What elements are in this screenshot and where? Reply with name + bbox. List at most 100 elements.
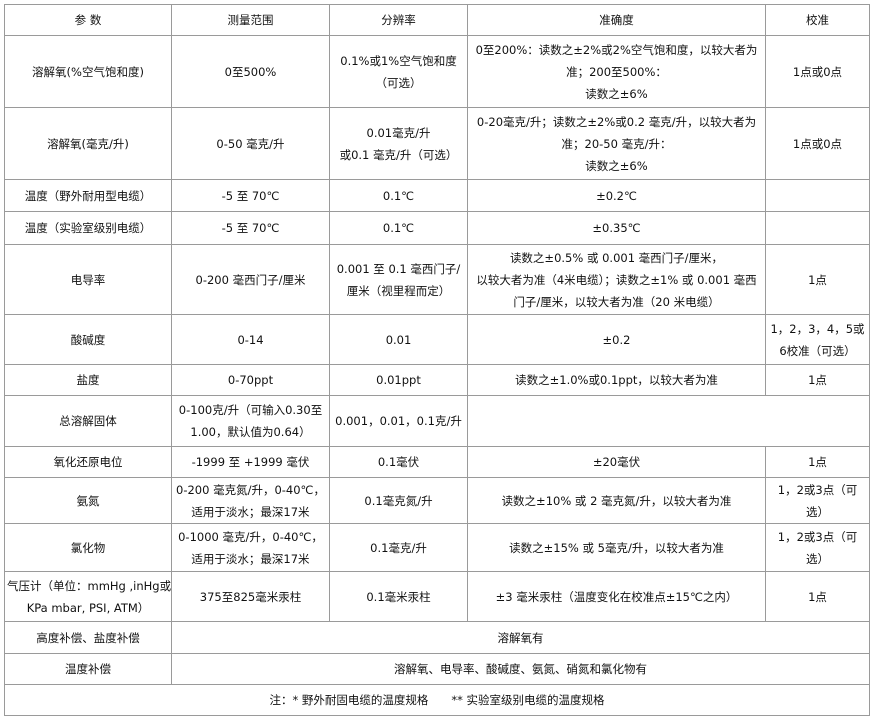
column-header: 校准 bbox=[765, 4, 870, 36]
cell-text-line: 温度（实验室级别电缆） bbox=[24, 221, 152, 235]
table-cell: 0.1毫米汞柱 bbox=[329, 571, 468, 622]
table-row: 氧化还原电位 -1999 至 +1999 毫伏 0.1毫伏 ±20毫伏 1点 bbox=[4, 446, 870, 478]
cell-text-line: 1点 bbox=[808, 455, 827, 469]
table-cell: 总溶解固体 bbox=[4, 395, 172, 447]
table-cell: 0-200 毫西门子/厘米 bbox=[171, 244, 330, 315]
table-cell: 0至200%：读数之±2%或2%空气饱和度，以较大者为 准；200至500%： 读数… bbox=[467, 35, 766, 108]
cell-text-line: 读数之±0.5% 或 0.001 毫西门子/厘米， bbox=[509, 250, 724, 265]
cell-text-line: 0.001，0.01，0.1克/升 bbox=[335, 414, 462, 428]
table-cell: 1，2或3点（可 选） bbox=[765, 477, 870, 524]
table-row: 气压计（单位：mmHg ,inHg或 KPa mbar, PSI, ATM） 375… bbox=[4, 571, 870, 622]
cell-text-line: 盐度 bbox=[76, 373, 100, 387]
table-row: 总溶解固体 0-100克/升（可输入0.30至 1.00，默认值为0.64） 0.00… bbox=[4, 395, 870, 447]
cell-text-line: 高度补偿、盐度补偿 bbox=[36, 630, 140, 645]
table-cell: 1，2，3，4，5或 6校准（可选） bbox=[765, 314, 870, 365]
cell-text-line: 0.1%或1%空气饱和度 bbox=[340, 53, 457, 68]
table-cell: 0.001，0.01，0.1克/升 bbox=[329, 395, 468, 447]
table-cell: 温度补偿 bbox=[4, 653, 172, 685]
table-cell: 0-50 毫克/升 bbox=[171, 107, 330, 180]
table-cell: 0-100克/升（可输入0.30至 1.00，默认值为0.64） bbox=[171, 395, 330, 447]
cell-text-line: 选） bbox=[806, 504, 829, 519]
cell-text-line: 读数之±10% 或 2 毫克氮/升，以较大者为准 bbox=[501, 493, 732, 508]
table-cell: 0至500% bbox=[171, 35, 330, 108]
cell-text-line: （可选） bbox=[375, 75, 422, 90]
cell-text-line: 或0.1 毫克/升（可选） bbox=[339, 147, 458, 162]
table-row: 氨氮 0-200 毫克氮/升，0-40℃， 适用于淡水；最深17米 0.1毫克氮/升 读… bbox=[4, 477, 870, 524]
table-cell: 温度（实验室级别电缆） bbox=[4, 211, 172, 245]
cell-text-line: 准；200至500%： bbox=[566, 64, 667, 79]
spec-table: 参 数测量范围 分辨率 准确度 校准溶解氧(%空气饱和度) 0至500% 0.1%或1%空… bbox=[4, 4, 870, 716]
table-cell: 0.01ppt bbox=[329, 364, 468, 396]
table-cell: 0.01毫克/升 或0.1 毫克/升（可选） bbox=[329, 107, 468, 180]
cell-text-line: 气压计（单位：mmHg ,inHg或 bbox=[7, 578, 172, 593]
cell-text-line: 0-14 bbox=[237, 332, 264, 347]
table-cell: 盐度 bbox=[4, 364, 172, 396]
column-header: 准确度 bbox=[467, 4, 766, 36]
table-cell: 375至825毫米汞柱 bbox=[171, 571, 330, 622]
table-cell: 0-1000 毫克/升，0-40℃， 适用于淡水；最深17米 bbox=[171, 523, 330, 572]
table-cell: -5 至 70℃ bbox=[171, 211, 330, 245]
cell-text-line: 总溶解固体 bbox=[59, 414, 117, 428]
cell-text-line: 氧化还原电位 bbox=[53, 455, 123, 469]
cell-text-line: 温度补偿 bbox=[65, 662, 111, 676]
cell-text-line: 注：* 野外耐固电缆的温度规格 ** 实验室级别电缆的温度规格 bbox=[269, 693, 605, 707]
cell-text-line: 0-1000 毫克/升，0-40℃， bbox=[178, 529, 323, 544]
cell-text-line: 准；20-50 毫克/升： bbox=[561, 136, 672, 151]
table-cell: 0-14 bbox=[171, 314, 330, 365]
cell-text-line: 读数之±6% bbox=[585, 86, 648, 101]
table-cell: -5 至 70℃ bbox=[171, 179, 330, 212]
cell-text-line: 0.1毫米汞柱 bbox=[366, 589, 431, 604]
cell-text-line: 0至500% bbox=[224, 64, 277, 79]
cell-text-line: 溶解氧(毫克/升) bbox=[47, 136, 129, 151]
table-cell: 1点 bbox=[765, 446, 870, 478]
cell-text-line: 0.01ppt bbox=[376, 373, 421, 387]
cell-text-line: 溶解氧(%空气饱和度) bbox=[32, 64, 144, 79]
cell-text-line: 适用于淡水；最深17米 bbox=[191, 551, 310, 566]
cell-text-line: 以较大者为准（4米电缆）；读数之±1% 或 0.001 毫西 bbox=[476, 272, 757, 287]
cell-text-line: ±0.35℃ bbox=[592, 221, 641, 235]
table-row: 温度补偿 溶解氧、电导率、酸碱度、氨氮、硝氮和氯化物有 bbox=[4, 653, 870, 685]
table-row: 温度（实验室级别电缆） -5 至 70℃ 0.1℃ ±0.35℃ bbox=[4, 211, 870, 245]
table-cell: 1点或0点 bbox=[765, 35, 870, 108]
table-cell: 1，2或3点（可 选） bbox=[765, 523, 870, 572]
cell-text-line: 1点 bbox=[808, 589, 827, 604]
table-cell: 0.001 至 0.1 毫西门子/厘米（视里程而定） bbox=[329, 244, 468, 315]
table-cell: 1点 bbox=[765, 364, 870, 396]
cell-text-line: ±20毫伏 bbox=[592, 455, 641, 469]
table-cell: 读数之±0.5% 或 0.001 毫西门子/厘米， 以较大者为准（4米电缆）；读数… bbox=[467, 244, 766, 315]
cell-text-line: 1，2或3点（可 bbox=[777, 482, 858, 497]
table-cell: ±0.35℃ bbox=[467, 211, 766, 245]
cell-text-line: 1.00，默认值为0.64） bbox=[190, 425, 311, 439]
header-row: 参 数测量范围 分辨率 准确度 校准 bbox=[4, 4, 870, 36]
table-cell: 注：* 野外耐固电缆的温度规格 ** 实验室级别电缆的温度规格 bbox=[4, 684, 870, 716]
cell-text-line: -5 至 70℃ bbox=[221, 221, 280, 235]
cell-text-line: 0.01 bbox=[385, 332, 412, 347]
column-header: 测量范围 bbox=[171, 4, 330, 36]
cell-text-line: 0-70ppt bbox=[227, 373, 274, 387]
table-row: 氯化物 0-1000 毫克/升，0-40℃， 适用于淡水；最深17米 0.1毫克/升 读… bbox=[4, 523, 870, 572]
cell-text-line: 适用于淡水；最深17米 bbox=[191, 504, 310, 519]
cell-text-line: 氨氮 bbox=[76, 493, 100, 508]
cell-text-line: 6校准（可选） bbox=[779, 343, 856, 358]
table-row: 溶解氧(毫克/升) 0-50 毫克/升 0.01毫克/升 或0.1 毫克/升（可选） 0… bbox=[4, 107, 870, 180]
table-cell: 氨氮 bbox=[4, 477, 172, 524]
cell-text-line: 0.1℃ bbox=[382, 188, 415, 203]
cell-text-line: 1点或0点 bbox=[792, 64, 843, 79]
table-cell: 0-200 毫克氮/升，0-40℃， 适用于淡水；最深17米 bbox=[171, 477, 330, 524]
cell-text-line: 0-20毫克/升；读数之±2%或0.2 毫克/升，以较大者为 bbox=[476, 114, 757, 129]
table-cell: ±0.2℃ bbox=[467, 179, 766, 212]
cell-text-line: 读数之±6% bbox=[585, 158, 648, 173]
cell-text-line: 溶解氧、电导率、酸碱度、氨氮、硝氮和氯化物有 bbox=[394, 662, 647, 676]
cell-text-line: 0-200 毫西门子/厘米 bbox=[195, 272, 306, 287]
cell-text-line: 0-200 毫克氮/升，0-40℃， bbox=[176, 482, 325, 497]
cell-text-line: 0.1毫伏 bbox=[377, 455, 420, 469]
table-cell bbox=[467, 395, 870, 447]
table-cell: 酸碱度 bbox=[4, 314, 172, 365]
table-cell: 溶解氧(%空气饱和度) bbox=[4, 35, 172, 108]
table-cell: 1点 bbox=[765, 244, 870, 315]
cell-text-line: -1999 至 +1999 毫伏 bbox=[191, 455, 310, 469]
cell-text-line: 电导率 bbox=[70, 272, 106, 287]
table-row: 高度补偿、盐度补偿 溶解氧有 bbox=[4, 621, 870, 654]
cell-text-line: 0至200%：读数之±2%或2%空气饱和度，以较大者为 bbox=[475, 42, 758, 57]
cell-text-line: 0-50 毫克/升 bbox=[216, 136, 285, 151]
